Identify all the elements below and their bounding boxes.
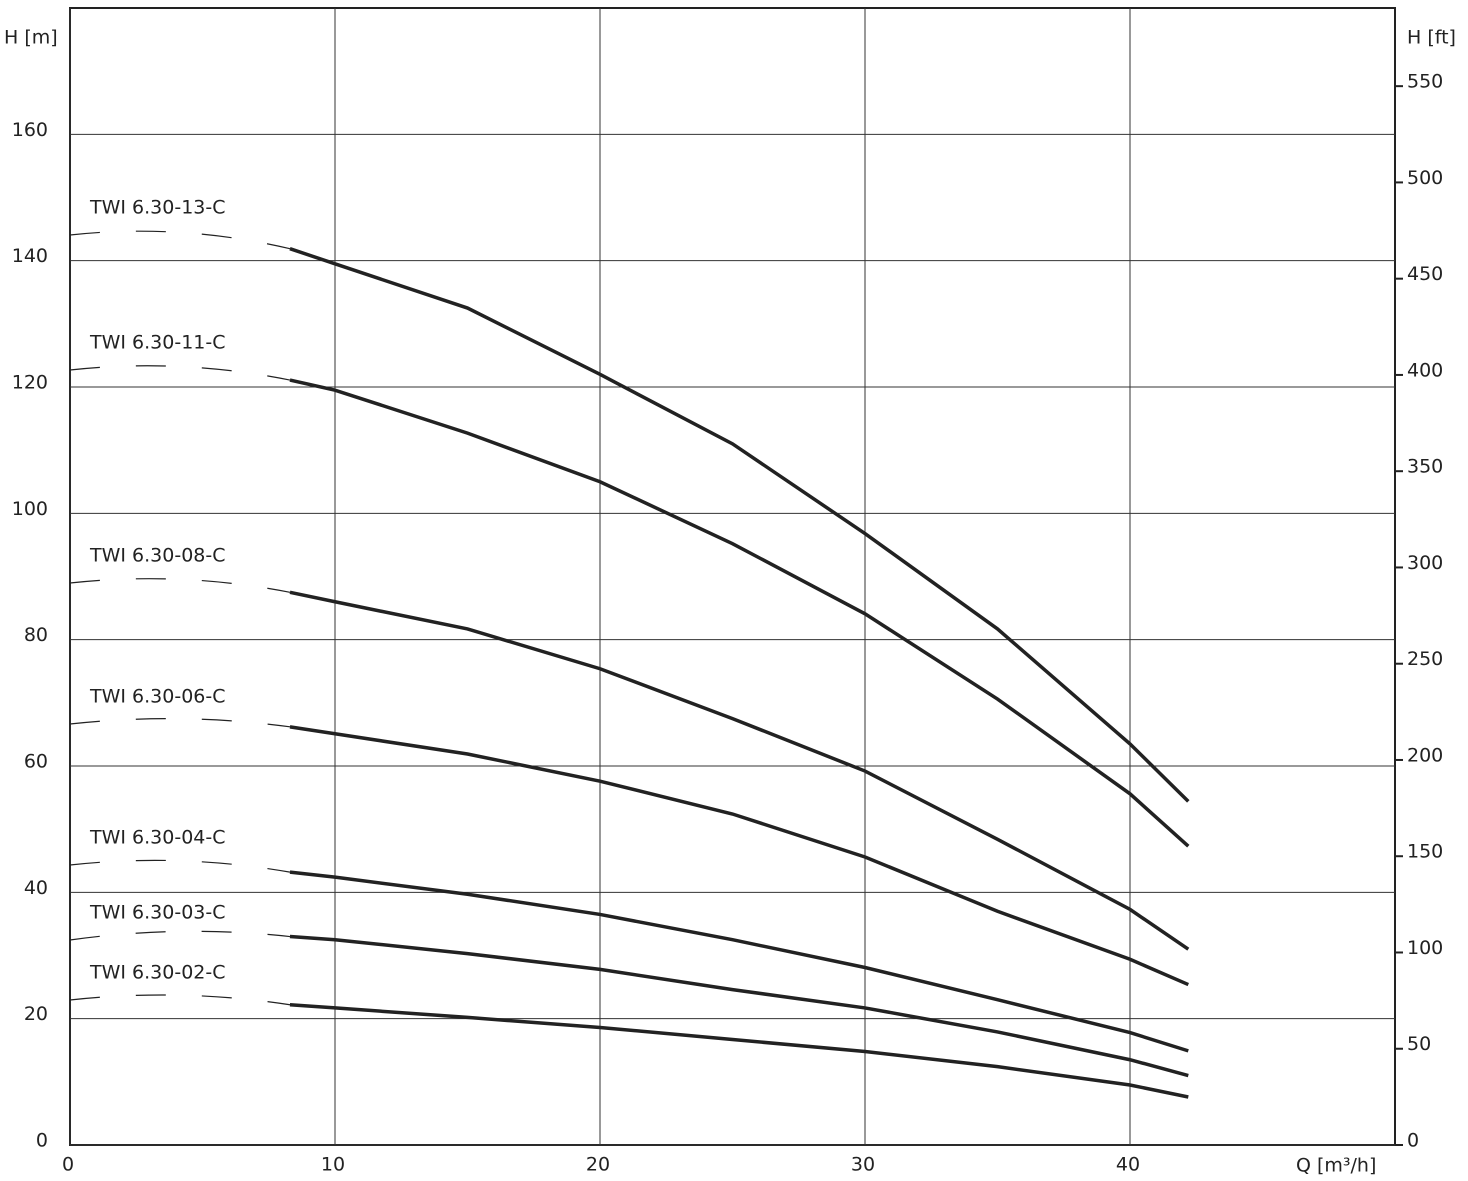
y-tick-label: 20 xyxy=(24,1003,48,1025)
y-tick-label: 120 xyxy=(12,372,48,394)
series-label: TWI 6.30-13-C xyxy=(89,197,226,219)
leader-line xyxy=(69,718,291,728)
y2-axis-label: H [ft] xyxy=(1407,27,1456,49)
series-label: TWI 6.30-08-C xyxy=(89,545,226,567)
x-axis-label: Q [m³/h] xyxy=(1296,1155,1376,1177)
y-tick-label: 160 xyxy=(12,119,48,141)
curve xyxy=(289,590,1190,951)
series-label: TWI 6.30-11-C xyxy=(89,332,226,354)
y-tick-label: 100 xyxy=(12,498,48,520)
x-tick-label: 20 xyxy=(586,1154,610,1176)
leader-line xyxy=(69,230,291,250)
series-label: TWI 6.30-04-C xyxy=(89,827,226,849)
y2-tick-label: 50 xyxy=(1407,1033,1431,1055)
x-tick-label: 40 xyxy=(1116,1154,1140,1176)
leader-line xyxy=(69,365,291,381)
series-label: TWI 6.30-06-C xyxy=(89,686,226,708)
leader-line xyxy=(69,930,291,941)
y2-tick-label: 450 xyxy=(1407,263,1443,285)
leader-line xyxy=(69,994,291,1006)
curve xyxy=(289,870,1189,1053)
leader-line xyxy=(69,578,291,593)
y2-tick-label: 300 xyxy=(1407,552,1443,574)
curve xyxy=(289,1003,1189,1099)
y2-tick-label: 150 xyxy=(1407,841,1443,863)
curve xyxy=(289,378,1190,848)
curve xyxy=(289,725,1189,987)
curve xyxy=(289,247,1190,803)
leader-line xyxy=(69,859,291,873)
y2-tick-label: 250 xyxy=(1407,648,1443,670)
y2-tick-label: 100 xyxy=(1407,937,1443,959)
y2-tick-label: 400 xyxy=(1407,359,1443,381)
y-tick-label: 60 xyxy=(24,751,48,773)
x-tick-label: 30 xyxy=(851,1154,875,1176)
curve xyxy=(289,934,1189,1078)
y2-tick-label: 0 xyxy=(1407,1130,1419,1152)
x-tick-label: 10 xyxy=(321,1154,345,1176)
series-label: TWI 6.30-03-C xyxy=(89,902,226,924)
y2-tick-label: 200 xyxy=(1407,744,1443,766)
y-tick-label: 80 xyxy=(24,624,48,646)
x-tick-label: 0 xyxy=(62,1154,74,1176)
plot-frame xyxy=(69,7,1396,1146)
y-tick-label: 140 xyxy=(12,245,48,267)
y-tick-label: 0 xyxy=(36,1130,48,1152)
y2-tick-label: 550 xyxy=(1407,71,1443,93)
y2-tick-label: 350 xyxy=(1407,456,1443,478)
y-tick-label: 40 xyxy=(24,877,48,899)
y-axis-label: H [m] xyxy=(4,27,58,49)
y2-tick-label: 500 xyxy=(1407,167,1443,189)
series-label: TWI 6.30-02-C xyxy=(89,962,226,984)
